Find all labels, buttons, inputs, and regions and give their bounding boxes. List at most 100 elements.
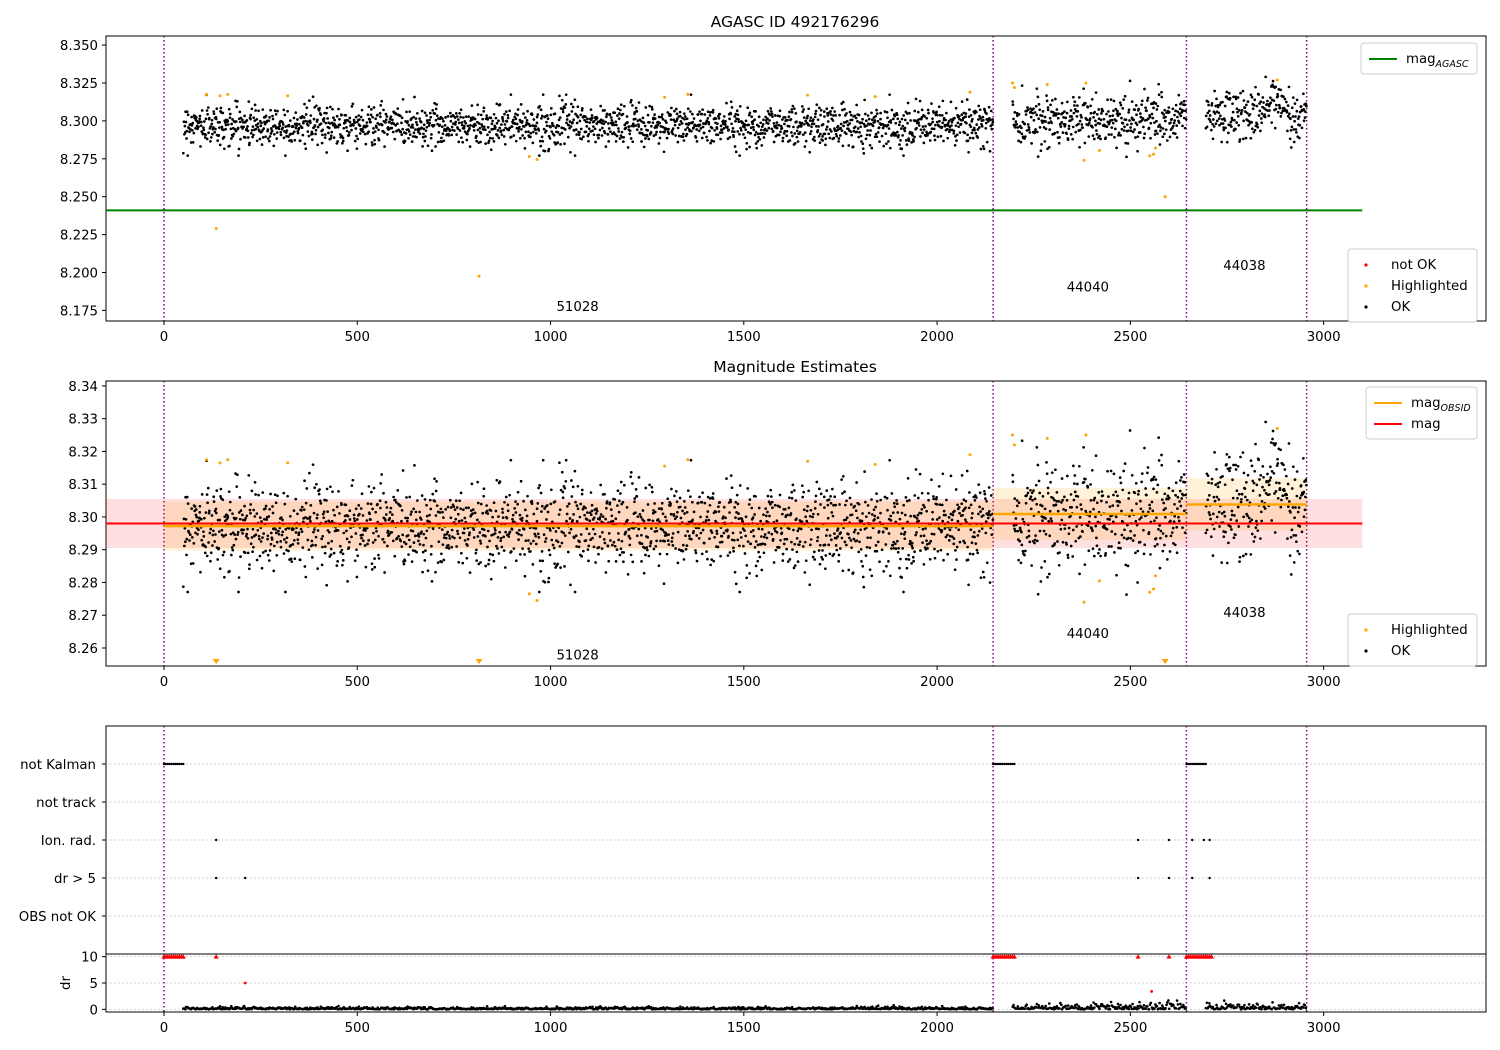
ok-point [194,126,197,130]
ok-point [273,109,277,112]
ok-point [424,129,428,133]
ok-point [730,106,734,109]
ok-point [865,124,868,128]
ok-point [1209,120,1212,124]
ok-point [1224,126,1227,130]
y-tick-label: 8.200 [60,266,98,281]
ok-point [489,148,493,152]
ok-point [1053,542,1057,545]
ok-point [876,540,880,544]
ok-point [370,567,374,571]
ok-point [888,458,891,462]
ok-point [657,507,661,510]
ok-point [991,120,995,124]
ok-point [903,129,907,133]
ok-point [307,134,311,138]
ok-point [222,128,225,132]
ok-point [607,122,610,125]
ok-point [790,131,793,134]
ok-point [290,560,294,563]
ok-point [423,498,427,501]
ok-point [296,118,299,121]
ok-point [510,125,514,129]
ok-point [978,491,982,495]
ok-point [733,505,737,509]
ok-point [1031,111,1034,115]
ok-point [408,133,412,137]
ok-point [616,504,619,507]
ok-point [1012,117,1015,121]
ok-point [453,116,457,119]
ok-point [396,107,400,110]
y-tick-label: 8.34 [68,380,98,395]
ok-point [898,143,901,146]
ok-point [326,510,330,513]
ok-point [837,559,841,563]
ok-point [814,527,818,531]
ok-point [806,114,809,118]
ok-point [181,585,185,589]
ok-point [372,531,375,535]
ok-point [650,105,654,109]
ok-point [917,121,920,125]
ok-point [948,534,952,538]
ok-point [1164,128,1168,132]
ok-point [1170,117,1174,121]
ok-point [325,499,328,502]
ok-point [587,139,590,143]
ok-point [401,98,405,101]
ok-point [808,514,812,518]
legend-label: Highlighted [1391,279,1468,294]
ok-point [493,528,497,532]
ok-point [1242,119,1245,123]
ok-point [656,123,660,127]
ok-point [453,536,456,540]
ok-point [712,559,716,563]
ok-point [255,558,259,562]
ok-point [1038,126,1042,129]
ok-point [366,113,370,117]
ok-point [1121,122,1125,125]
ok-point [831,119,835,122]
ok-point [315,104,318,108]
ok-point [538,483,542,487]
ok-point [1227,131,1230,135]
ok-point [341,141,344,145]
ok-point [316,567,320,571]
ok-point [1125,593,1128,597]
ok-point [621,500,625,504]
ok-point [881,126,885,130]
ok-point [1148,507,1152,510]
ok-point [361,533,364,537]
ok-point [571,105,575,109]
ok-point [426,144,430,148]
ok-point [856,516,859,520]
ok-point [971,511,974,515]
ok-point [569,583,572,587]
ok-point [651,519,655,523]
ok-point [792,107,796,111]
ok-point [671,544,675,547]
x-tick-label: 2000 [920,675,954,690]
ok-point [760,535,763,538]
ok-point [1216,482,1220,485]
ok-point [383,131,386,134]
ok-point [235,105,239,109]
ok-point [304,516,307,519]
ok-point [1274,107,1278,111]
ok-point [498,480,502,483]
ok-point [812,122,816,126]
ok-point [1252,103,1256,107]
ok-point [272,144,276,148]
ok-point [795,135,799,139]
ok-point [642,519,646,523]
ok-point [866,536,870,540]
ok-point [464,121,468,125]
ok-point [988,581,992,584]
ok-point [611,543,614,547]
ok-point [749,131,752,135]
ok-point [977,483,981,486]
ok-point [416,499,419,502]
ok-point [1064,116,1068,120]
ok-point [440,552,443,556]
